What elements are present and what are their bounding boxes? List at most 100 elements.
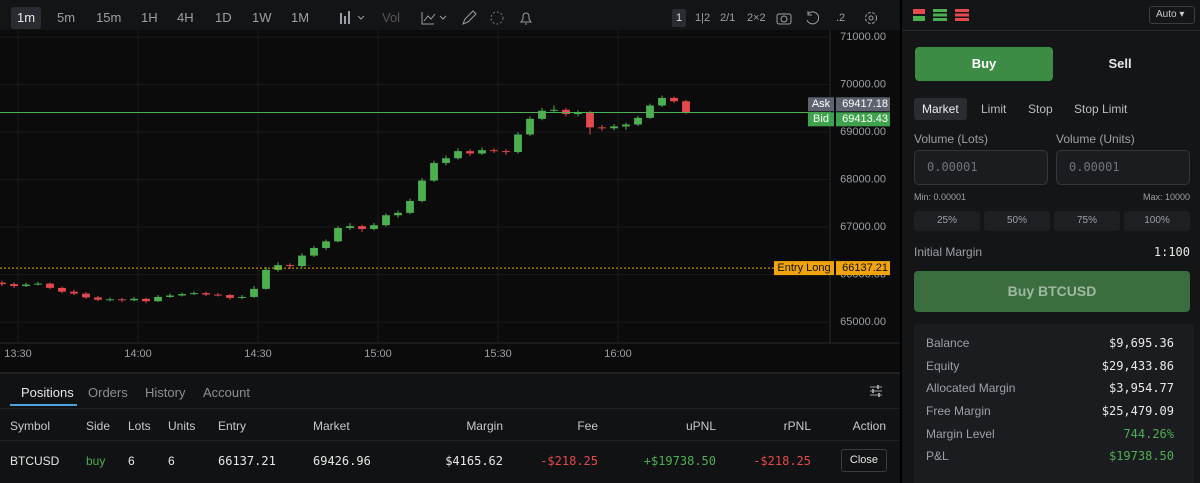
settings-icon[interactable] — [863, 10, 879, 26]
y-tick-label: 71000.00 — [840, 31, 886, 43]
layout[interactable]: 2×2 — [747, 12, 766, 24]
column-header: Entry — [218, 419, 247, 433]
cell: 69426.96 — [313, 454, 371, 468]
chart-background — [0, 30, 900, 370]
column-header: uPNL — [685, 419, 716, 433]
candle-body — [634, 117, 642, 125]
timeframe[interactable]: 5m — [57, 10, 76, 25]
draw-icon[interactable] — [461, 10, 477, 26]
entry-value: 66137.21 — [842, 262, 888, 274]
tab[interactable]: Account — [203, 385, 250, 400]
bid-label: Bid — [813, 113, 829, 125]
percent-button[interactable]: 75% — [1054, 211, 1120, 231]
layout[interactable]: 1|2 — [695, 12, 711, 24]
volume-toggle[interactable]: Vol — [382, 10, 401, 25]
alert-icon[interactable] — [518, 10, 534, 26]
timeframe[interactable]: 1M — [291, 10, 310, 25]
account-summary: Balance $9,695.36 Equity $29,433.86 Allo… — [914, 324, 1194, 483]
layout[interactable]: 2/1 — [720, 12, 736, 24]
candle-body — [586, 112, 594, 128]
initial-margin-label: Initial Margin — [914, 245, 983, 259]
candle-body — [22, 284, 30, 287]
reset-icon[interactable] — [804, 10, 820, 26]
candle-body — [598, 127, 606, 129]
y-tick-label: 70000.00 — [840, 79, 886, 91]
volume-lots-input[interactable]: 0.00001 — [914, 150, 1048, 185]
sell-tab[interactable]: Sell — [1108, 56, 1132, 71]
candle-body — [646, 105, 654, 118]
tab[interactable]: Orders — [88, 385, 128, 400]
submit-button[interactable]: Buy BTCUSD — [914, 271, 1190, 312]
close-button[interactable]: Close — [840, 449, 887, 472]
candle-body — [70, 291, 78, 294]
timeframe[interactable]: 1H — [141, 10, 158, 25]
candle-body — [34, 283, 42, 285]
candle-body — [574, 112, 582, 115]
candle-body — [226, 295, 234, 298]
volume-units-label: Volume (Units) — [1056, 132, 1135, 146]
candle-body — [682, 101, 690, 113]
layout[interactable]: 1 — [672, 9, 687, 27]
account-value: $19738.50 — [1108, 449, 1174, 463]
candle-body — [106, 299, 114, 301]
candle-body — [454, 151, 462, 159]
percent-button[interactable]: 50% — [984, 211, 1050, 231]
order-type[interactable]: Stop — [1028, 102, 1053, 116]
layout-icons[interactable] — [912, 8, 978, 22]
account-label: Margin Level — [926, 427, 995, 441]
candle-body — [262, 269, 270, 289]
tab[interactable]: History — [145, 385, 186, 400]
candle-body — [358, 226, 366, 230]
candle-body — [382, 215, 390, 226]
percent-button[interactable]: 25% — [914, 211, 980, 231]
y-tick-label: 69000.00 — [840, 126, 886, 138]
y-tick-label: 68000.00 — [840, 174, 886, 186]
candle-body — [118, 299, 126, 301]
auto-select[interactable]: Auto ▾ — [1149, 6, 1195, 24]
candle-body — [58, 287, 66, 292]
bid-value-box — [836, 112, 890, 127]
candle-body — [214, 294, 222, 296]
account-label: Free Margin — [926, 404, 991, 418]
entry-label: Entry Long — [777, 262, 830, 274]
timeframe[interactable]: 1W — [252, 10, 272, 25]
candle-body — [370, 225, 378, 230]
order-type[interactable]: Limit — [981, 102, 1007, 116]
column-header: Side — [86, 419, 111, 433]
account-label: Balance — [926, 336, 970, 350]
decimals[interactable]: .2 — [836, 12, 846, 24]
candle-body — [406, 200, 414, 213]
x-tick-label: 14:00 — [124, 348, 152, 360]
order-type[interactable]: Stop Limit — [1074, 102, 1128, 116]
toolbar: 1m 5m 15m 1H 4H 1D 1W 1M Vol 1 1|2 2/1 2… — [0, 0, 900, 32]
candle-body — [466, 151, 474, 154]
positions-panel: Positions Orders History Account Symbol … — [0, 372, 900, 483]
candle-body — [46, 283, 54, 288]
camera-icon[interactable] — [776, 10, 792, 26]
candle-body — [130, 298, 138, 301]
candle-body — [202, 293, 210, 295]
candle-body — [514, 134, 522, 153]
indicator-icon[interactable] — [420, 10, 450, 26]
entry-value-box — [836, 261, 890, 276]
candle-body — [94, 297, 102, 300]
order-type[interactable]: Market — [914, 98, 967, 120]
column-header: Action — [852, 419, 886, 433]
candle-body — [250, 288, 258, 297]
column-header: Fee — [577, 419, 598, 433]
buy-tab[interactable]: Buy — [915, 47, 1053, 81]
percent-button[interactable]: 100% — [1124, 211, 1190, 231]
chart-type-icon[interactable] — [338, 10, 368, 26]
volume-units-input[interactable]: 0.00001 — [1056, 150, 1190, 185]
timeframe[interactable]: 4H — [177, 10, 194, 25]
timeframe[interactable]: 15m — [96, 10, 122, 25]
timeframe[interactable]: 1m — [11, 7, 42, 29]
candle-body — [610, 126, 618, 129]
filter-icon[interactable] — [868, 383, 884, 399]
tab[interactable]: Positions — [21, 385, 74, 400]
crosshair-icon[interactable] — [489, 10, 505, 26]
volume-lots-label: Volume (Lots) — [914, 132, 989, 146]
candle-body — [430, 162, 438, 181]
x-tick-label: 15:00 — [364, 348, 392, 360]
timeframe[interactable]: 1D — [215, 10, 232, 25]
